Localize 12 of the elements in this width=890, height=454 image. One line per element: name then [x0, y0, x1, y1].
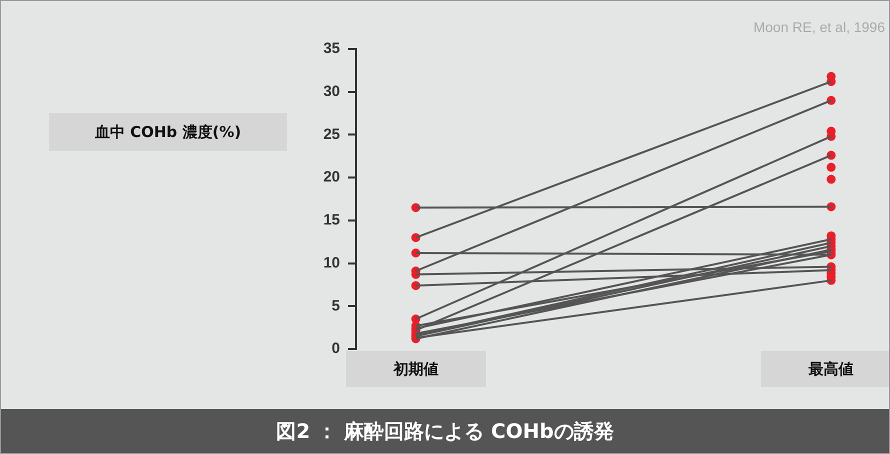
- y-tick-label: 5: [332, 297, 340, 314]
- y-tick-label: 25: [323, 126, 340, 143]
- x-tick-label: 初期値: [392, 360, 438, 378]
- y-tick-label: 35: [323, 40, 340, 58]
- y-tick-label: 30: [323, 83, 340, 100]
- text: Moon RE, et al, 1996: [753, 19, 885, 35]
- y-tick-label: 0: [332, 340, 340, 358]
- x-tick-label: 最高値: [808, 360, 854, 378]
- y-tick-label: 10: [323, 254, 340, 272]
- y-tick-label: 20: [323, 168, 340, 186]
- y-tick-label: 15: [323, 212, 340, 229]
- text: 図2 ： 麻酔回路による COHbの誘発: [1, 409, 889, 453]
